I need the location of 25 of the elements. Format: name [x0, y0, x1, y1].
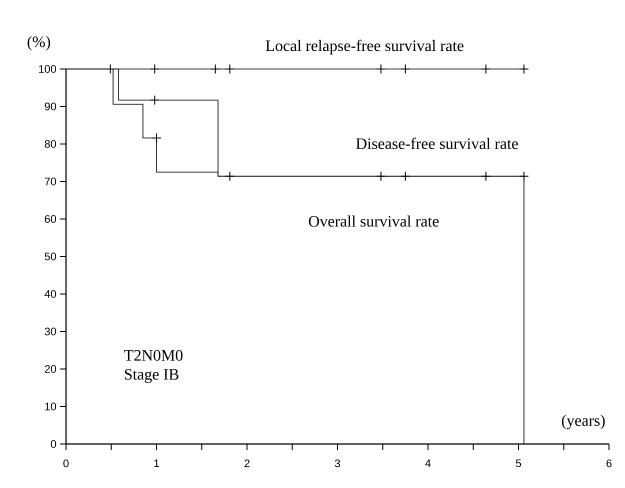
- y-tick-label: 0: [50, 440, 56, 448]
- y-tick-label: 50: [44, 252, 56, 260]
- x-tick-label: 6: [606, 459, 612, 468]
- x-tick-label: 2: [244, 459, 250, 468]
- series-label: Local relapse-free survival rate: [266, 40, 464, 54]
- annotation: Stage IB: [124, 368, 178, 383]
- y-tick-label: 70: [44, 178, 56, 186]
- y-tick-label: 30: [44, 328, 56, 336]
- y-tick-label: 60: [44, 215, 56, 223]
- x-tick-label: 1: [154, 459, 160, 467]
- x-axis-title: (years): [562, 414, 605, 430]
- y-axis-title: (%): [28, 36, 50, 50]
- text: Overall survival rate: [308, 215, 439, 227]
- annotation: T2N0M0: [124, 350, 183, 361]
- series-label: Disease-free survival rate: [356, 138, 518, 150]
- y-tick-label: 80: [44, 140, 56, 148]
- y-tick-label: 10: [45, 402, 56, 410]
- y-tick-label: 90: [44, 102, 56, 110]
- x-tick-label: 5: [516, 459, 522, 468]
- y-tick-label: 40: [44, 290, 56, 298]
- x-tick-label: 3: [334, 459, 340, 468]
- y-tick-label: 20: [44, 365, 56, 373]
- x-tick-label: 0: [63, 459, 69, 468]
- x-tick-label: 4: [425, 459, 431, 467]
- y-tick-label: 100: [39, 65, 56, 73]
